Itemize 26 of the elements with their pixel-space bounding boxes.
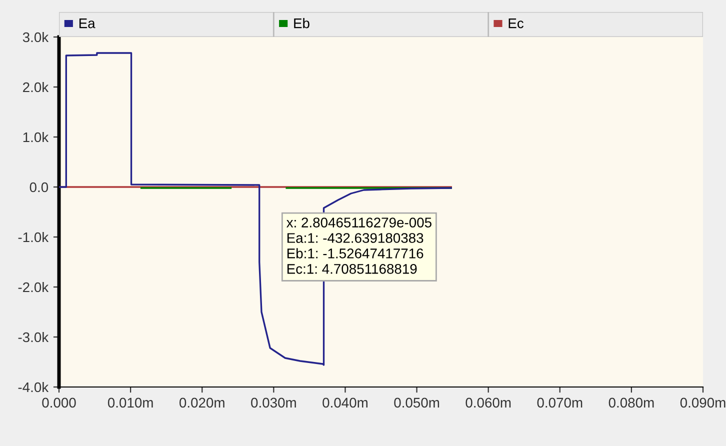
legend-label: Ec: [508, 18, 524, 28]
y-tick-label: 0.0: [30, 182, 48, 192]
y-tick-label: 2.0k: [23, 82, 49, 92]
legend-label: Ea: [79, 18, 96, 28]
annotation: Eb:1: -1.52647417716: [287, 248, 424, 258]
y-tick-label: -1.0k: [18, 232, 49, 242]
y-tick-label: -3.0k: [18, 332, 49, 342]
annotation: x: 2.80465116279e-005: [286, 218, 432, 228]
legend-label: Eb: [294, 18, 310, 28]
annotation: Ec:1: 4.70851168819: [287, 264, 417, 274]
y-tick-label: -4.0k: [18, 382, 49, 392]
x-tick-label: 0.050m: [394, 398, 440, 408]
x-tick-label: 0.030m: [251, 398, 296, 408]
y-tick-label: 3.0k: [22, 32, 49, 42]
annotation: Ea:1: -432.639180383: [287, 233, 424, 243]
x-tick-label: 0.060m: [466, 398, 511, 408]
x-tick-label: 0.090m: [680, 398, 726, 408]
x-tick-label: 0.040m: [322, 398, 368, 408]
y-tick-label: 1.0k: [23, 132, 49, 142]
x-tick-label: 0.010m: [108, 398, 153, 408]
x-tick-label: 0.020m: [179, 398, 224, 408]
x-tick-label: 0.070m: [537, 398, 582, 408]
x-tick-label: 0.080m: [608, 398, 654, 408]
y-tick-label: -2.0k: [18, 282, 49, 292]
line-series: [59, 52, 452, 366]
x-tick-label: 0.000: [42, 398, 76, 408]
